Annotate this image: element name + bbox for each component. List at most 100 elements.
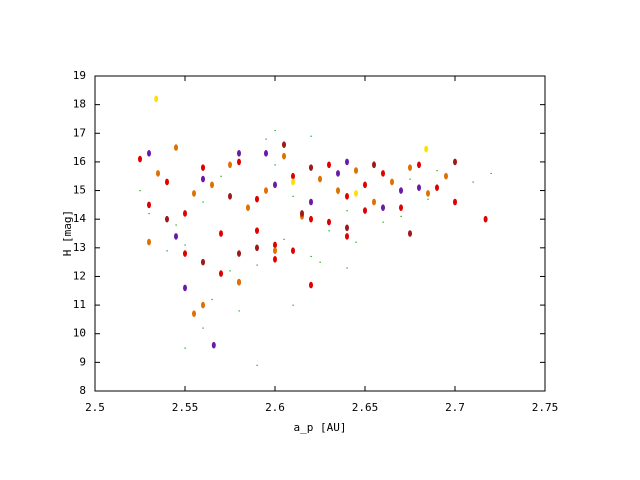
point bbox=[229, 270, 231, 272]
point bbox=[381, 204, 385, 212]
x-tick-label: 2.5 bbox=[85, 401, 105, 414]
point bbox=[363, 181, 367, 189]
point bbox=[483, 215, 488, 223]
point bbox=[408, 230, 412, 237]
point bbox=[354, 190, 358, 197]
point bbox=[183, 210, 187, 217]
point bbox=[354, 167, 358, 174]
point bbox=[264, 150, 268, 157]
point bbox=[292, 195, 294, 197]
point bbox=[273, 247, 277, 254]
point bbox=[201, 164, 205, 171]
point bbox=[283, 238, 285, 240]
point bbox=[345, 158, 349, 166]
y-tick-label: 12 bbox=[73, 269, 86, 282]
point bbox=[372, 198, 376, 206]
point bbox=[211, 298, 213, 301]
point bbox=[264, 187, 268, 194]
point bbox=[291, 178, 295, 186]
point bbox=[427, 198, 429, 200]
point bbox=[409, 178, 411, 180]
point bbox=[255, 244, 259, 252]
point bbox=[274, 129, 276, 132]
point bbox=[282, 141, 286, 149]
point bbox=[417, 184, 421, 191]
point bbox=[408, 164, 412, 171]
point bbox=[184, 244, 186, 246]
point bbox=[154, 95, 159, 103]
y-tick-label: 16 bbox=[73, 155, 86, 168]
point bbox=[237, 158, 241, 166]
point bbox=[183, 250, 187, 257]
point bbox=[309, 164, 313, 171]
point bbox=[174, 144, 178, 151]
point bbox=[237, 150, 241, 157]
point bbox=[202, 201, 204, 203]
point bbox=[201, 301, 205, 309]
point bbox=[192, 190, 196, 197]
x-tick-label: 2.65 bbox=[352, 401, 379, 414]
point bbox=[399, 204, 403, 212]
point bbox=[246, 204, 250, 212]
point bbox=[255, 195, 259, 203]
point bbox=[291, 172, 295, 180]
point bbox=[184, 347, 186, 349]
point bbox=[274, 164, 276, 166]
point bbox=[219, 270, 223, 277]
point bbox=[363, 207, 367, 214]
plot-marks bbox=[138, 95, 492, 366]
point bbox=[228, 192, 232, 200]
point bbox=[282, 152, 286, 160]
point bbox=[165, 215, 169, 223]
point bbox=[327, 218, 331, 226]
point bbox=[310, 255, 312, 258]
point bbox=[237, 250, 241, 257]
point bbox=[424, 145, 429, 153]
point bbox=[210, 181, 214, 189]
point bbox=[300, 210, 304, 217]
point bbox=[309, 198, 313, 206]
point bbox=[238, 310, 240, 312]
point bbox=[166, 250, 168, 252]
point bbox=[310, 135, 312, 137]
point bbox=[345, 192, 349, 200]
point bbox=[435, 184, 439, 191]
y-tick-label: 8 bbox=[79, 384, 86, 397]
point bbox=[426, 190, 430, 197]
point bbox=[382, 221, 384, 223]
point bbox=[309, 215, 313, 223]
point bbox=[165, 178, 169, 186]
y-tick-label: 19 bbox=[73, 69, 86, 82]
point bbox=[202, 327, 204, 329]
point bbox=[336, 187, 340, 194]
point bbox=[453, 198, 457, 206]
point bbox=[148, 212, 150, 215]
point bbox=[381, 170, 385, 177]
y-tick-label: 10 bbox=[73, 327, 86, 340]
point bbox=[309, 281, 313, 289]
point bbox=[372, 161, 376, 169]
x-tick-label: 2.7 bbox=[445, 401, 465, 414]
x-tick-label: 2.55 bbox=[172, 401, 199, 414]
point bbox=[291, 247, 295, 254]
point bbox=[417, 161, 421, 169]
point bbox=[399, 187, 403, 194]
y-tick-label: 9 bbox=[79, 355, 86, 368]
x-tick-label: 2.75 bbox=[532, 401, 559, 414]
point bbox=[328, 230, 330, 232]
point bbox=[174, 233, 178, 240]
point bbox=[273, 181, 277, 189]
y-tick-label: 11 bbox=[73, 298, 86, 311]
point bbox=[237, 278, 241, 286]
point bbox=[273, 255, 277, 263]
point bbox=[265, 138, 267, 140]
y-axis-label: H [mag] bbox=[61, 210, 74, 256]
y-tick-label: 15 bbox=[73, 184, 86, 197]
y-tick-label: 17 bbox=[73, 126, 86, 139]
point bbox=[192, 310, 196, 317]
point bbox=[436, 170, 438, 172]
point bbox=[138, 155, 142, 163]
point bbox=[346, 267, 348, 269]
